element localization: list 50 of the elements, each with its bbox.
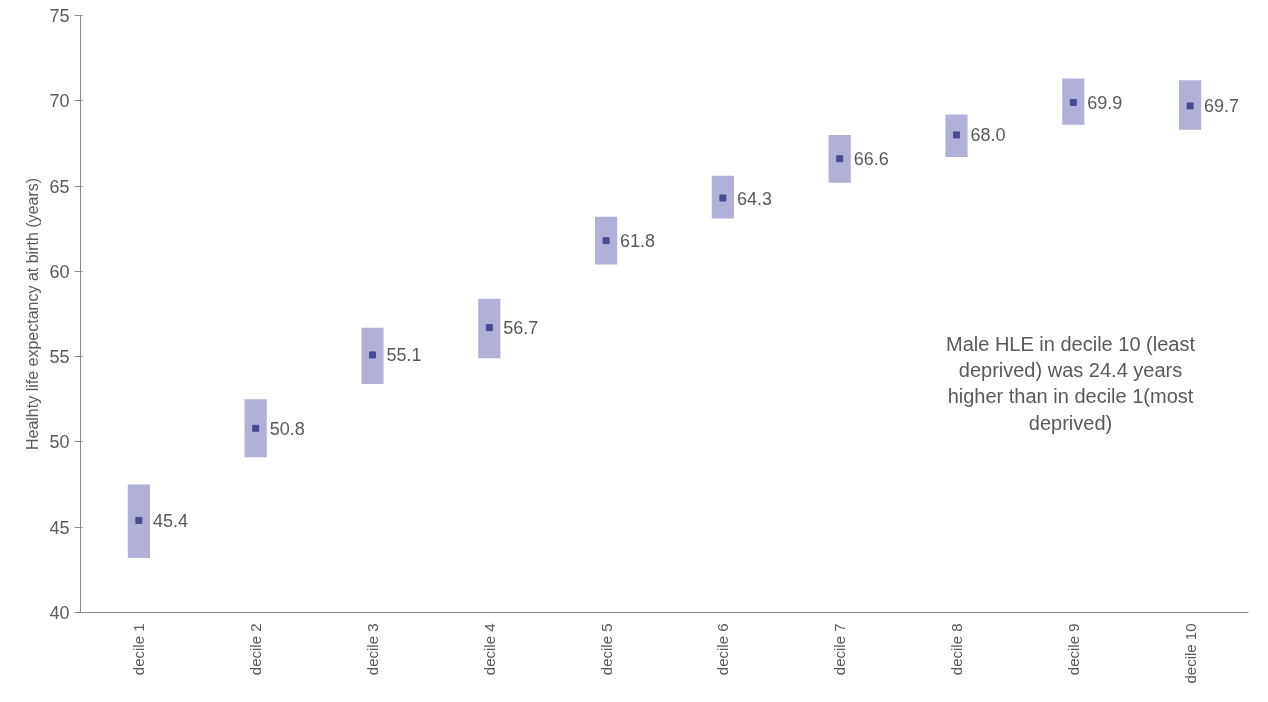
y-tick-label: 60	[49, 261, 70, 282]
data-label: 66.6	[853, 149, 889, 170]
x-tick-label: decile 5	[597, 623, 615, 676]
point	[953, 131, 960, 139]
y-tick-label: 70	[49, 91, 70, 112]
point	[1186, 102, 1194, 110]
x-tick-label: decile 9	[1064, 623, 1082, 676]
y-tick-label: 65	[49, 176, 70, 197]
point	[485, 324, 493, 332]
bar	[711, 175, 734, 219]
point	[252, 424, 260, 432]
bar	[1062, 78, 1085, 125]
y-tick-label: 40	[49, 603, 70, 623]
y-axis-title: Healhty life expectancy at birth (years)	[24, 177, 42, 451]
bar	[244, 399, 267, 458]
annotation: Male HLE in decile 10 (least deprived) was 24.4 years higher than in decile 1(most deprived)	[945, 332, 1196, 434]
data-label: 56.7	[503, 318, 539, 339]
data-label: 50.8	[269, 418, 305, 439]
point	[1069, 98, 1077, 106]
y-tick-label: 50	[49, 432, 70, 453]
x-tick-label: decile 2	[247, 623, 265, 676]
x-tick-label: decile 4	[480, 623, 498, 676]
data-label: 64.3	[736, 188, 772, 209]
point	[836, 155, 844, 163]
data-label: 55.1	[386, 345, 422, 366]
point	[719, 194, 727, 202]
data-label: 45.4	[152, 510, 188, 531]
y-tick-label: 75	[49, 6, 70, 26]
x-tick-label: decile 10	[1181, 623, 1199, 684]
data-label: 68.0	[970, 125, 1006, 146]
bar	[478, 298, 501, 359]
y-tick-label: 55	[49, 347, 70, 368]
point	[602, 237, 610, 245]
data-label: 69.7	[1204, 96, 1240, 117]
x-tick-label: decile 8	[948, 623, 965, 676]
x-tick-label: decile 3	[364, 623, 381, 676]
bar	[828, 134, 851, 183]
bar	[361, 327, 384, 384]
point	[369, 351, 376, 359]
y-tick-label: 45	[49, 517, 70, 538]
bar	[1179, 80, 1202, 130]
x-tick-label: decile 7	[831, 623, 849, 676]
bar	[127, 484, 150, 558]
x-tick-label: decile 6	[714, 623, 732, 676]
point	[135, 516, 143, 524]
data-label: 61.8	[620, 231, 656, 252]
bar	[945, 114, 968, 158]
bar	[595, 216, 618, 265]
data-label: 69.9	[1087, 92, 1123, 113]
x-tick-label: decile 1	[130, 623, 148, 676]
